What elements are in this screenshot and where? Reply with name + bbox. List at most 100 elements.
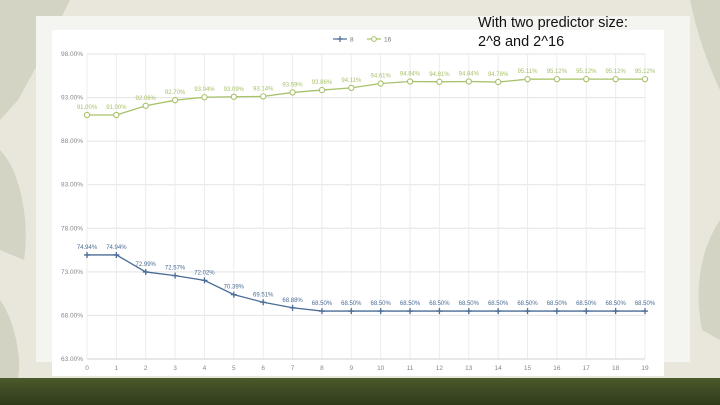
x-tick-label: 10 <box>377 365 385 372</box>
data-point <box>201 94 208 101</box>
legend-label: 8 <box>350 37 354 44</box>
series-line <box>87 78 645 116</box>
y-tick-label: 88.00% <box>61 138 83 145</box>
data-label: 95.11% <box>518 69 539 75</box>
data-label: 94.78% <box>488 72 509 78</box>
x-tick-label: 12 <box>436 365 444 372</box>
data-point <box>524 308 531 315</box>
data-point <box>642 308 648 315</box>
data-point <box>113 251 120 258</box>
legend-swatch-marker <box>337 36 343 42</box>
legend-swatch-marker <box>371 36 377 42</box>
x-tick-label: 11 <box>407 365 414 372</box>
data-label: 68.88% <box>282 298 303 304</box>
data-point <box>612 308 619 315</box>
data-label: 72.02% <box>194 270 215 276</box>
data-point <box>289 89 296 96</box>
data-point <box>553 308 560 315</box>
x-tick-label: 0 <box>85 365 89 372</box>
data-point <box>348 308 355 315</box>
y-tick-label: 73.00% <box>61 269 83 276</box>
data-label: 95.12% <box>576 69 597 75</box>
x-tick-label: 17 <box>583 365 591 372</box>
data-label: 94.11% <box>341 78 362 84</box>
data-point <box>524 76 531 83</box>
x-tick-label: 4 <box>203 365 207 372</box>
data-point <box>553 75 561 83</box>
data-point <box>172 272 179 279</box>
data-label: 68.50% <box>517 301 538 307</box>
data-label: 70.39% <box>224 285 245 291</box>
data-label: 74.94% <box>77 245 98 251</box>
x-tick-label: 16 <box>553 365 561 372</box>
data-point <box>260 299 267 306</box>
caption-line-1: With two predictor size: <box>478 15 628 31</box>
x-tick-label: 9 <box>350 365 354 372</box>
data-point <box>583 75 590 83</box>
data-label: 68.50% <box>605 301 626 307</box>
data-point <box>113 111 120 119</box>
chart-area <box>52 30 664 376</box>
data-point <box>142 102 149 109</box>
data-point <box>142 268 149 275</box>
data-point <box>583 308 590 315</box>
data-point <box>407 308 414 315</box>
slide-caption: With two predictor size: 2^8 and 2^16 <box>478 14 688 52</box>
data-point <box>348 84 355 92</box>
data-point <box>230 93 237 100</box>
data-label: 93.09% <box>224 87 245 93</box>
data-label: 95.12% <box>547 69 568 75</box>
data-label: 68.50% <box>488 301 509 307</box>
data-label: 72.57% <box>165 266 186 272</box>
x-tick-label: 14 <box>495 365 503 372</box>
data-point <box>495 308 502 315</box>
x-tick-label: 2 <box>144 365 148 372</box>
x-tick-label: 19 <box>641 365 649 372</box>
data-label: 94.84% <box>459 72 480 78</box>
data-label: 92.70% <box>165 90 186 96</box>
x-tick-label: 13 <box>465 365 473 372</box>
y-tick-label: 63.00% <box>61 356 83 363</box>
data-label: 91.00% <box>77 105 98 111</box>
x-tick-label: 3 <box>173 365 177 372</box>
x-tick-label: 5 <box>232 365 236 372</box>
data-point <box>84 251 90 258</box>
series-line <box>87 254 645 312</box>
data-label: 68.50% <box>635 301 656 307</box>
data-label: 93.86% <box>312 80 333 86</box>
data-label: 94.81% <box>429 72 450 78</box>
data-point <box>612 75 619 83</box>
data-point <box>495 78 502 86</box>
data-label: 94.84% <box>400 72 421 78</box>
data-point <box>83 111 91 119</box>
data-point <box>406 78 414 85</box>
y-tick-label: 93.00% <box>61 95 83 102</box>
data-label: 74.94% <box>106 245 127 251</box>
y-tick-label: 78.00% <box>61 225 83 232</box>
data-point <box>436 308 443 315</box>
data-point <box>289 304 296 311</box>
data-point <box>201 277 208 284</box>
data-label: 91.00% <box>106 105 127 111</box>
data-label: 68.50% <box>547 301 568 307</box>
data-label: 69.51% <box>253 292 274 298</box>
legend-label: 16 <box>384 37 392 44</box>
data-label: 72.99% <box>136 262 157 268</box>
data-label: 93.14% <box>253 86 274 92</box>
x-tick-label: 18 <box>612 365 620 372</box>
data-label: 68.50% <box>576 301 597 307</box>
x-tick-label: 8 <box>320 365 324 372</box>
caption-line-2: 2^8 and 2^16 <box>478 34 565 50</box>
data-label: 93.04% <box>194 87 215 93</box>
data-point <box>377 308 384 315</box>
x-tick-label: 7 <box>291 365 295 372</box>
data-label: 94.61% <box>371 74 392 80</box>
data-label: 68.50% <box>400 301 421 307</box>
data-label: 95.12% <box>635 69 656 75</box>
data-label: 92.06% <box>136 96 157 102</box>
y-tick-label: 83.00% <box>61 182 83 189</box>
data-label: 68.50% <box>459 301 480 307</box>
data-point <box>377 80 384 87</box>
data-point <box>230 291 237 298</box>
